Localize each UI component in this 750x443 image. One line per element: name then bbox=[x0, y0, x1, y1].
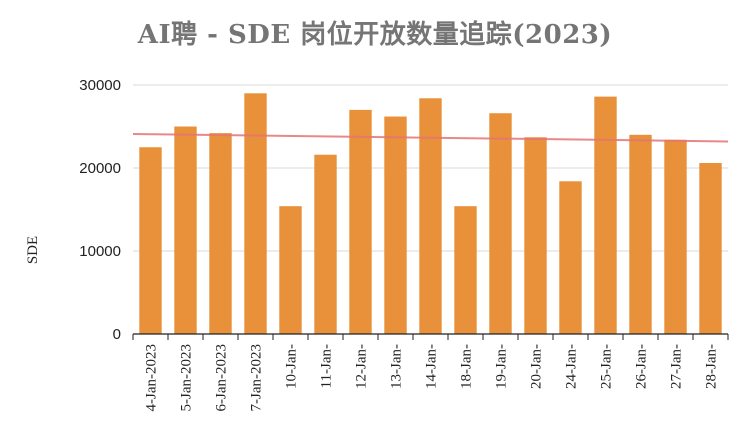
y-axis-label: SDE bbox=[25, 236, 41, 264]
bar-10-Jan- bbox=[279, 206, 302, 334]
y-tick-label: 0 bbox=[113, 326, 121, 343]
x-tick-label: 6-Jan-2023 bbox=[214, 344, 230, 412]
bar-14-Jan- bbox=[419, 98, 442, 334]
bar-4-Jan-2023 bbox=[139, 147, 162, 334]
bar-6-Jan-2023 bbox=[209, 133, 232, 334]
bar-13-Jan- bbox=[384, 116, 407, 334]
x-tick-label: 7-Jan-2023 bbox=[249, 344, 265, 412]
x-tick-label: 28-Jan- bbox=[704, 344, 720, 389]
x-tick-label: 25-Jan- bbox=[599, 344, 615, 389]
x-tick-label: 12-Jan- bbox=[354, 344, 370, 389]
x-tick-label: 24-Jan- bbox=[564, 344, 580, 389]
x-tick-label: 27-Jan- bbox=[669, 344, 685, 389]
y-tick-label: 30000 bbox=[79, 77, 121, 94]
bar-18-Jan- bbox=[454, 206, 477, 334]
x-tick-label: 11-Jan- bbox=[319, 344, 335, 388]
x-tick-label: 10-Jan- bbox=[284, 344, 300, 389]
y-tick-labels: 0 10000 20000 30000 bbox=[79, 77, 121, 343]
bar-11-Jan- bbox=[314, 154, 337, 334]
bar-24-Jan- bbox=[559, 181, 582, 334]
x-tick-label: 5-Jan-2023 bbox=[179, 344, 195, 412]
y-tick-label: 20000 bbox=[79, 160, 121, 177]
x-tick-label: 18-Jan- bbox=[459, 344, 475, 389]
x-tick-label: 26-Jan- bbox=[634, 344, 650, 389]
x-tick-label: 14-Jan- bbox=[424, 344, 440, 389]
x-tick-label: 19-Jan- bbox=[494, 344, 510, 389]
bar-27-Jan- bbox=[664, 139, 687, 334]
bar-26-Jan- bbox=[629, 134, 652, 334]
x-tick-label: 4-Jan-2023 bbox=[144, 344, 160, 412]
bar-12-Jan- bbox=[349, 109, 372, 335]
bar-25-Jan- bbox=[594, 96, 617, 335]
axes bbox=[132, 333, 729, 340]
bar-7-Jan-2023 bbox=[244, 93, 267, 334]
x-tick-label: 20-Jan- bbox=[529, 344, 545, 389]
x-tick-labels: 4-Jan-2023 5-Jan-2023 6-Jan-2023 7-Jan-2023… bbox=[144, 344, 720, 412]
y-tick-label: 10000 bbox=[79, 243, 121, 260]
bars bbox=[139, 93, 722, 335]
x-tick-label: 13-Jan- bbox=[389, 344, 405, 389]
bar-28-Jan- bbox=[699, 163, 722, 334]
bar-20-Jan- bbox=[524, 137, 547, 334]
chart-title: AI聘 - SDE 岗位开放数量追踪(2023) bbox=[137, 20, 613, 50]
bar-5-Jan-2023 bbox=[174, 126, 197, 334]
trendline-layer bbox=[132, 132, 729, 143]
trendline bbox=[132, 132, 729, 143]
bar-19-Jan- bbox=[489, 113, 512, 334]
